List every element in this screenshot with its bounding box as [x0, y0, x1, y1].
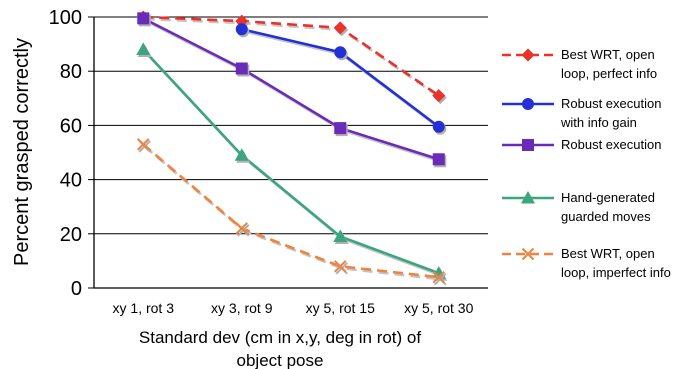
- legend-entry-3: Robust execution: [502, 137, 661, 152]
- legend-label: Best WRT, open: [561, 47, 655, 62]
- x-tick-label: xy 5, rot 15: [306, 300, 375, 316]
- data-point: [235, 23, 248, 36]
- series-line: [142, 17, 440, 161]
- legend-label: loop, perfect info: [561, 66, 657, 81]
- series-3: [137, 12, 447, 168]
- data-point: [432, 270, 445, 284]
- series-line: [142, 48, 440, 275]
- data-point: [137, 138, 150, 151]
- legend-label: with info gain: [560, 115, 637, 130]
- legend-entry-1: Best WRT, open loop, perfect info: [502, 47, 657, 81]
- series-line: [142, 143, 439, 279]
- legend-marker: [521, 191, 535, 204]
- series-5: [137, 138, 447, 286]
- y-tick-label: 60: [60, 115, 82, 137]
- legend-label: loop, imperfect info: [561, 265, 671, 280]
- legend-label: guarded moves: [561, 209, 651, 224]
- legend-entry-5: Best WRT, open loop, imperfect info: [502, 246, 671, 280]
- data-point: [334, 46, 347, 59]
- legend-entry-2: Robust execution with info gain: [502, 96, 661, 130]
- series-2: [235, 23, 447, 135]
- series-4: [136, 42, 448, 281]
- y-axis-label: Percent grasped correctly: [11, 38, 33, 266]
- legend-marker: [521, 48, 535, 62]
- y-tick-label: 100: [49, 7, 82, 29]
- legend-marker: [521, 247, 535, 261]
- legend-label: Robust execution: [561, 96, 661, 111]
- series-line-shadow: [144, 17, 441, 99]
- x-tick-label: xy 3, rot 9: [211, 300, 273, 316]
- series-line-shadow: [143, 50, 441, 277]
- data-point: [334, 260, 347, 273]
- data-point: [137, 12, 150, 25]
- y-tick-label: 80: [60, 61, 82, 83]
- legend-entry-4: Hand-generated guarded moves: [502, 190, 655, 224]
- data-point: [235, 62, 248, 75]
- x-axis-label-line-1: Standard dev (cm in x,y, deg in rot) of: [139, 328, 421, 347]
- series-line-shadow: [242, 29, 442, 130]
- data-point: [334, 122, 347, 135]
- data-point: [432, 89, 446, 103]
- data-point: [333, 229, 348, 243]
- legend-marker: [522, 98, 534, 110]
- data-point: [136, 42, 151, 56]
- legend: Best WRT, open loop, perfect info Robust e…: [502, 47, 671, 280]
- series-1: [136, 10, 447, 105]
- legend-marker: [522, 139, 534, 151]
- legend-label: Best WRT, open: [561, 246, 655, 261]
- y-tick-label: 20: [60, 224, 82, 246]
- y-tick-label: 0: [71, 278, 82, 300]
- series-layer: [136, 10, 448, 286]
- x-tick-label: xy 5, rot 30: [404, 300, 473, 316]
- y-tick-label: 40: [60, 170, 82, 192]
- grid-lines: [94, 16, 488, 235]
- x-axis-label-line-2: object pose: [237, 351, 324, 369]
- x-tick-label: xy 1, rot 3: [113, 300, 175, 316]
- data-point: [432, 120, 445, 133]
- series-line: [241, 27, 440, 128]
- data-point: [235, 222, 248, 235]
- series-line: [143, 15, 440, 97]
- data-point: [432, 153, 445, 166]
- data-point: [333, 21, 347, 35]
- data-point: [234, 148, 249, 161]
- axes: 0 20 40 60 80 100 xy 1, rot 3 xy 3, rot 9 xy 5, …: [49, 7, 488, 316]
- legend-label: Hand-generated: [561, 190, 655, 205]
- legend-label: Robust execution: [561, 137, 661, 152]
